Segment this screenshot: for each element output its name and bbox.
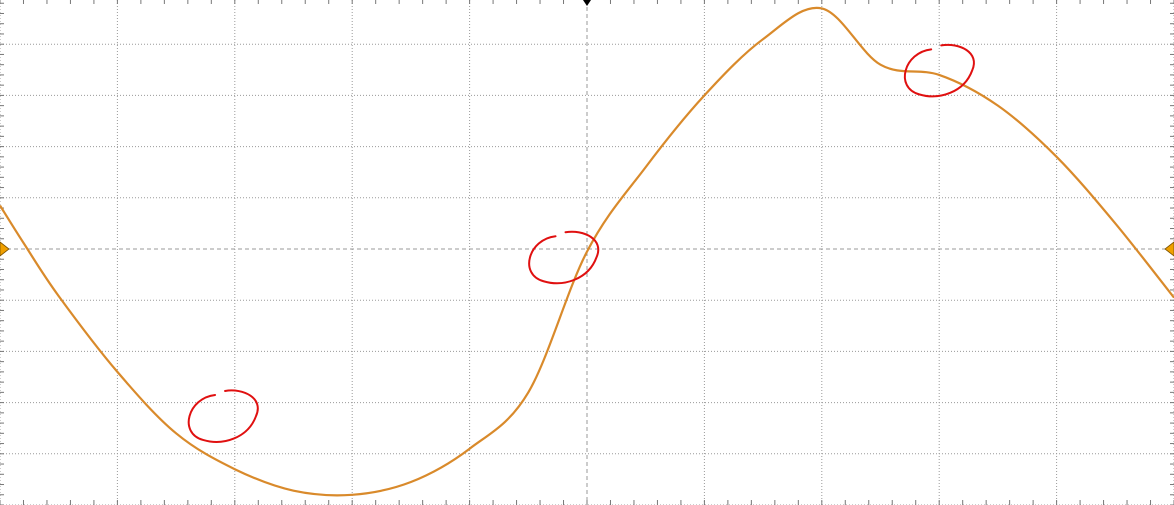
annotation-circle: [528, 230, 600, 285]
trigger-position-marker: [583, 0, 591, 6]
marks: [0, 0, 1174, 257]
annotation-circle: [187, 389, 259, 443]
annotation-circle: [903, 43, 975, 98]
annotations: [187, 43, 975, 443]
ground-level-marker-left: [0, 241, 10, 257]
ground-level-marker-right: [1164, 241, 1174, 257]
waveform-line: [0, 6, 1174, 497]
waveform-trace: [0, 6, 1174, 497]
